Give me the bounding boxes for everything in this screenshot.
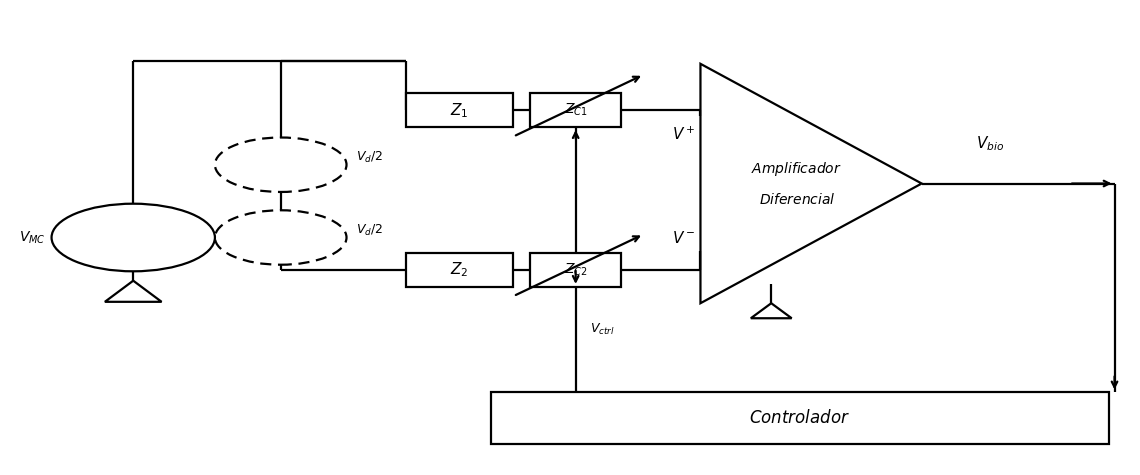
Text: $V_{bio}$: $V_{bio}$ <box>976 134 1004 153</box>
Text: $Z_{C2}$: $Z_{C2}$ <box>564 262 587 278</box>
Bar <box>530 253 621 287</box>
Text: $\mathit{Controlador}$: $\mathit{Controlador}$ <box>749 409 850 427</box>
Text: $Z_1$: $Z_1$ <box>450 101 469 120</box>
Bar <box>530 94 621 127</box>
Text: $\mathit{Amplificador}$: $\mathit{Amplificador}$ <box>751 161 842 179</box>
Bar <box>406 94 513 127</box>
Text: $Z_2$: $Z_2$ <box>450 261 469 279</box>
Text: $V_d/2$: $V_d/2$ <box>356 223 382 238</box>
Text: $V^+$: $V^+$ <box>673 125 695 143</box>
Bar <box>490 392 1109 444</box>
Text: $\mathit{Diferencial}$: $\mathit{Diferencial}$ <box>758 192 836 208</box>
Text: $Z_{C1}$: $Z_{C1}$ <box>564 102 587 118</box>
Text: $V_d/2$: $V_d/2$ <box>356 150 382 165</box>
Text: $V_{ctrl}$: $V_{ctrl}$ <box>591 322 616 337</box>
Text: $V^-$: $V^-$ <box>673 229 695 246</box>
Text: $V_{MC}$: $V_{MC}$ <box>19 229 46 246</box>
Bar <box>406 253 513 287</box>
